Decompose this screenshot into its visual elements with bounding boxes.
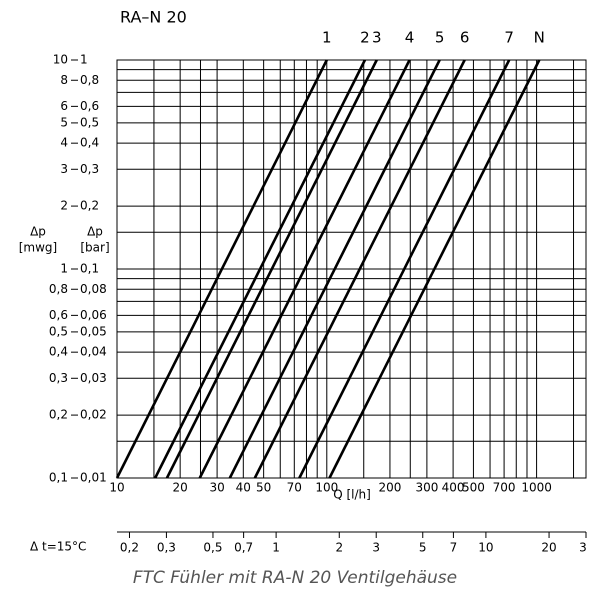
y2-tick-label: 0,1 — [49, 471, 68, 485]
x-tick-label: 400 — [442, 481, 465, 495]
y2-axis-label: [mwg] — [19, 241, 57, 255]
y-tick-label: 0,06 — [80, 308, 107, 322]
x-tick-label: 50 — [256, 481, 271, 495]
y2-tick-label: 6 — [60, 99, 68, 113]
valve-line — [165, 59, 378, 479]
valve-line — [198, 59, 411, 479]
x3-tick-label: 0,3 — [157, 541, 176, 555]
line-label: 1 — [322, 29, 332, 47]
x3-tick-label: 1 — [272, 541, 280, 555]
x-tick-label: 70 — [287, 481, 302, 495]
valve-line — [115, 59, 328, 479]
y-tick-label: 0,2 — [80, 199, 99, 213]
x-tick-label: 30 — [209, 481, 224, 495]
x-tick-label: 300 — [415, 481, 438, 495]
y2-tick-label: 0,4 — [49, 345, 68, 359]
y2-tick-label: 8 — [60, 73, 68, 87]
y2-tick-label: 4 — [60, 136, 68, 150]
y2-axis-label: Δp — [30, 225, 46, 239]
line-label: 4 — [405, 29, 415, 47]
line-label: 7 — [504, 29, 514, 47]
valve-line — [298, 59, 511, 479]
x-axis-label: Q [l/h] — [333, 488, 371, 502]
x3-tick-label: 20 — [541, 541, 556, 555]
x3-tick-label: 0,2 — [120, 541, 139, 555]
x-tick-label: 20 — [173, 481, 188, 495]
y-axis-label: Δp — [87, 225, 103, 239]
y-tick-label: 0,04 — [80, 345, 107, 359]
line-label: 6 — [460, 29, 470, 47]
y-tick-label: 0,3 — [80, 162, 99, 176]
y-tick-label: 0,8 — [80, 73, 99, 87]
valve-line — [253, 59, 466, 479]
x3-tick-label: 3 — [372, 541, 380, 555]
y-tick-label: 0,02 — [80, 408, 107, 422]
y2-tick-label: 10 — [53, 53, 68, 67]
valve-line — [228, 59, 441, 479]
line-label: 2 — [360, 29, 370, 47]
x-tick-label: 500 — [462, 481, 485, 495]
y2-tick-label: 0,5 — [49, 324, 68, 338]
y2-tick-label: 1 — [60, 262, 68, 276]
y2-tick-label: 0,3 — [49, 371, 68, 385]
x-tick-label: 10 — [109, 481, 124, 495]
x3-axis-label: Δ t=15°C — [30, 540, 86, 554]
x-tick-label: 40 — [236, 481, 251, 495]
x3-tick-label: 10 — [478, 541, 493, 555]
y2-tick-label: 5 — [60, 115, 68, 129]
y2-tick-label: 0,6 — [49, 308, 68, 322]
y-tick-label: 0,05 — [80, 324, 107, 338]
x-tick-label: 100 — [315, 481, 338, 495]
y-tick-label: 0,03 — [80, 371, 107, 385]
line-label: 5 — [435, 29, 445, 47]
valve-line — [153, 59, 367, 479]
caption: FTC Fühler mit RA-N 20 Ventilgehäuse — [133, 568, 457, 588]
line-label: 3 — [372, 29, 382, 47]
y2-tick-label: 0,2 — [49, 408, 68, 422]
y-tick-label: 0,5 — [80, 115, 99, 129]
x-tick-label: 700 — [493, 481, 516, 495]
y-tick-label: 1 — [80, 53, 88, 67]
x3-tick-label: 7 — [450, 541, 458, 555]
x3-tick-label: 0,5 — [203, 541, 222, 555]
y-axis-label: [bar] — [80, 241, 109, 255]
x-tick-label: 1000 — [521, 481, 552, 495]
x3-tick-label: 2 — [335, 541, 343, 555]
y2-tick-label: 2 — [60, 199, 68, 213]
y-tick-label: 0,08 — [80, 282, 107, 296]
x3-tick-label: 0,7 — [234, 541, 253, 555]
y-tick-label: 0,1 — [80, 262, 99, 276]
line-label: N — [534, 29, 545, 47]
y2-tick-label: 0,8 — [49, 282, 68, 296]
x-tick-label: 200 — [378, 481, 401, 495]
chart-title: RA–N 20 — [120, 8, 187, 27]
x3-tick-label: 3 — [579, 541, 587, 555]
y-tick-label: 0,4 — [80, 136, 99, 150]
valve-line — [328, 59, 541, 479]
y2-tick-label: 3 — [60, 162, 68, 176]
y-tick-label: 0,01 — [80, 471, 107, 485]
x3-tick-label: 5 — [419, 541, 427, 555]
y-tick-label: 0,6 — [80, 99, 99, 113]
